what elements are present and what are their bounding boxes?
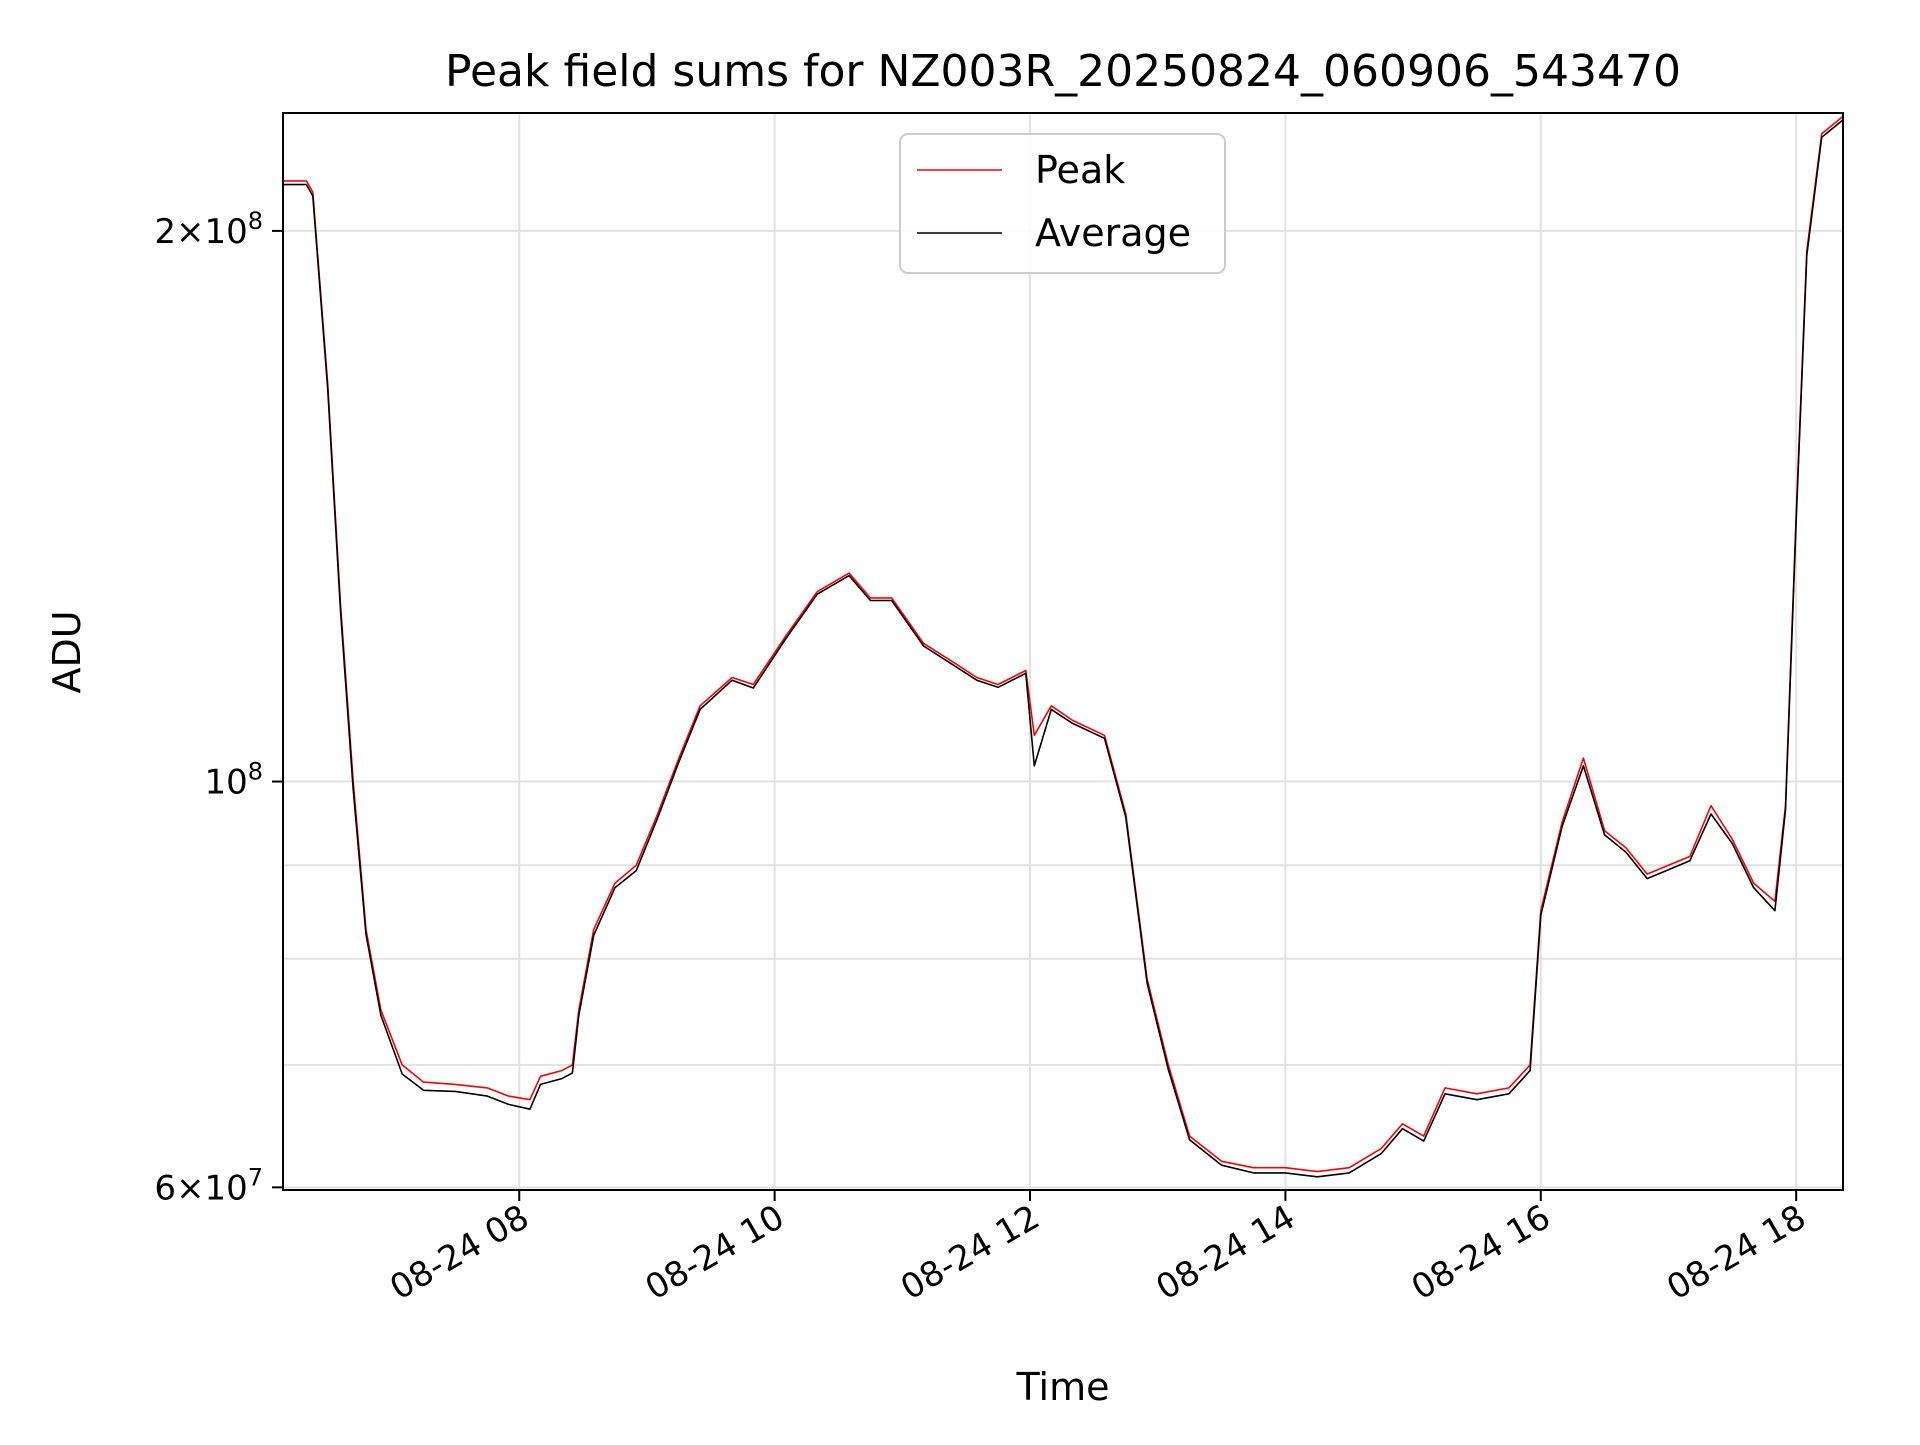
plot-frame	[282, 112, 1844, 1191]
legend: Peak Average	[899, 133, 1226, 274]
series-lines	[283, 115, 1844, 1178]
chart-title: Peak field sums for NZ003R_20250824_0609…	[445, 46, 1681, 97]
x-axis-label: Time	[1016, 1365, 1110, 1409]
y-tick-label-2: 2×108	[154, 207, 263, 252]
legend-label-average: Average	[1035, 211, 1191, 255]
series-line-average	[283, 119, 1844, 1178]
legend-label-peak: Peak	[1035, 148, 1125, 192]
y-tick-label-0: 6×107	[154, 1163, 263, 1208]
legend-box	[899, 133, 1226, 274]
y-axis-label: ADU	[45, 610, 89, 693]
series-line-peak	[283, 115, 1844, 1173]
